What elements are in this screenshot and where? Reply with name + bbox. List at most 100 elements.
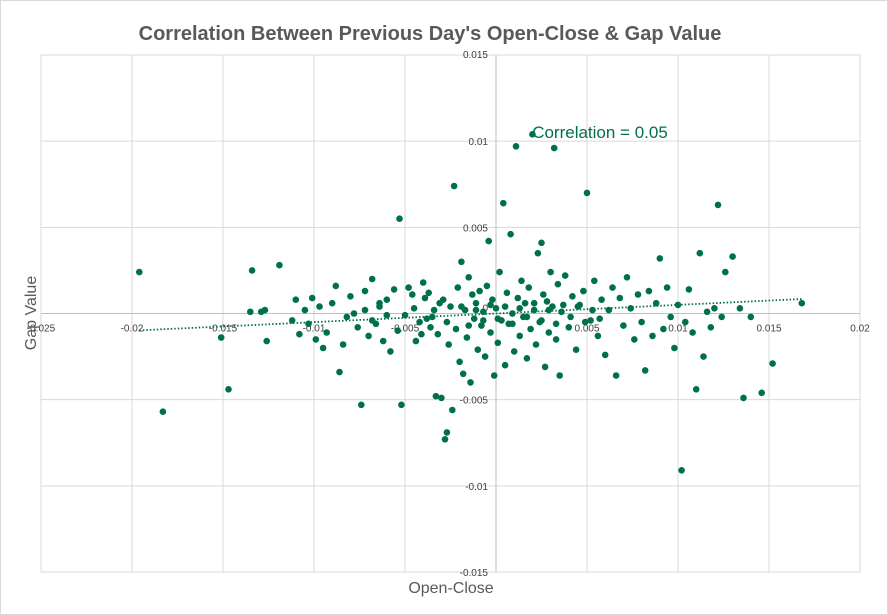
data-point <box>692 386 700 393</box>
data-point <box>458 303 465 310</box>
data-point <box>663 284 671 291</box>
data-point <box>376 299 383 307</box>
data-point <box>545 329 553 336</box>
data-point <box>580 287 587 295</box>
data-point <box>729 253 736 260</box>
x-axis-title: Open-Close <box>408 580 493 597</box>
data-point <box>707 324 715 331</box>
data-point <box>569 293 576 300</box>
data-point <box>441 436 449 443</box>
data-point <box>465 322 473 329</box>
data-point <box>316 303 323 310</box>
data-point <box>530 299 538 307</box>
data-point <box>656 255 664 262</box>
data-point <box>769 360 776 367</box>
data-point <box>674 301 682 309</box>
data-point <box>328 299 336 307</box>
data-point <box>703 308 711 316</box>
data-point <box>685 286 693 293</box>
data-point <box>467 379 474 386</box>
data-point <box>379 337 387 345</box>
data-point <box>543 298 551 305</box>
data-point <box>445 341 453 348</box>
data-point <box>276 261 283 269</box>
data-point <box>616 294 624 302</box>
data-point <box>474 346 482 354</box>
data-point <box>394 327 402 335</box>
data-point <box>516 305 523 312</box>
data-point <box>534 249 542 257</box>
data-point <box>547 268 554 276</box>
y-tick-label: -0.005 <box>460 396 489 407</box>
data-point <box>296 330 303 338</box>
data-point <box>483 282 491 290</box>
tick-labels: -0.025 -0.02 -0.015 -0.01 -0.005 0.005 0.01 0.0… <box>27 50 870 579</box>
data-point <box>525 284 533 291</box>
data-point <box>247 308 254 316</box>
data-points <box>136 131 806 474</box>
data-point <box>443 318 451 326</box>
data-point <box>527 325 534 333</box>
data-point <box>401 311 409 319</box>
data-point <box>217 334 225 341</box>
data-point <box>605 306 613 314</box>
data-point <box>398 401 405 409</box>
data-point <box>396 215 403 222</box>
data-point <box>500 199 507 207</box>
data-point <box>696 249 704 257</box>
data-point <box>490 372 498 379</box>
data-point <box>509 310 516 317</box>
data-point <box>472 306 480 314</box>
data-point <box>336 368 343 376</box>
data-point <box>594 332 602 340</box>
data-point <box>465 274 473 281</box>
data-point <box>538 239 545 247</box>
data-point <box>350 310 358 317</box>
x-tick-label: -0.015 <box>209 324 238 335</box>
data-point <box>478 322 485 329</box>
data-point <box>458 258 465 266</box>
data-point <box>501 303 509 310</box>
data-point <box>529 131 536 138</box>
data-point <box>574 303 582 310</box>
x-tick-label: -0.01 <box>303 324 326 335</box>
data-point <box>292 296 300 304</box>
x-tick-label: -0.02 <box>121 324 144 335</box>
data-point <box>423 315 431 323</box>
data-point <box>509 320 516 328</box>
data-point <box>649 332 656 340</box>
data-point <box>476 287 483 295</box>
data-point <box>429 313 436 321</box>
data-point <box>405 284 412 291</box>
data-point <box>671 344 678 352</box>
data-point <box>512 143 520 150</box>
data-point <box>410 305 418 312</box>
data-point <box>248 267 256 274</box>
data-point <box>561 272 569 279</box>
data-point <box>409 291 416 298</box>
x-tick-label: 0.005 <box>574 324 599 335</box>
data-point <box>612 372 620 379</box>
data-point <box>598 296 605 304</box>
data-point <box>136 268 143 276</box>
data-point <box>365 332 372 340</box>
x-tick-label: 0.015 <box>756 324 781 335</box>
data-point <box>419 279 427 286</box>
data-point <box>361 287 369 295</box>
y-tick-label: 0.005 <box>463 223 488 234</box>
y-tick-label: 0 <box>482 304 488 315</box>
data-point <box>494 339 502 347</box>
data-point <box>361 306 369 314</box>
data-point <box>552 320 560 328</box>
data-point <box>430 306 438 314</box>
data-point <box>620 322 627 329</box>
data-point <box>436 299 443 307</box>
data-point <box>501 361 509 369</box>
data-point <box>589 306 596 314</box>
data-point <box>722 268 729 276</box>
data-point <box>454 284 462 291</box>
data-point <box>470 315 478 323</box>
y-tick-label: 0.015 <box>463 50 488 61</box>
data-point <box>418 330 425 338</box>
data-point <box>343 313 351 321</box>
